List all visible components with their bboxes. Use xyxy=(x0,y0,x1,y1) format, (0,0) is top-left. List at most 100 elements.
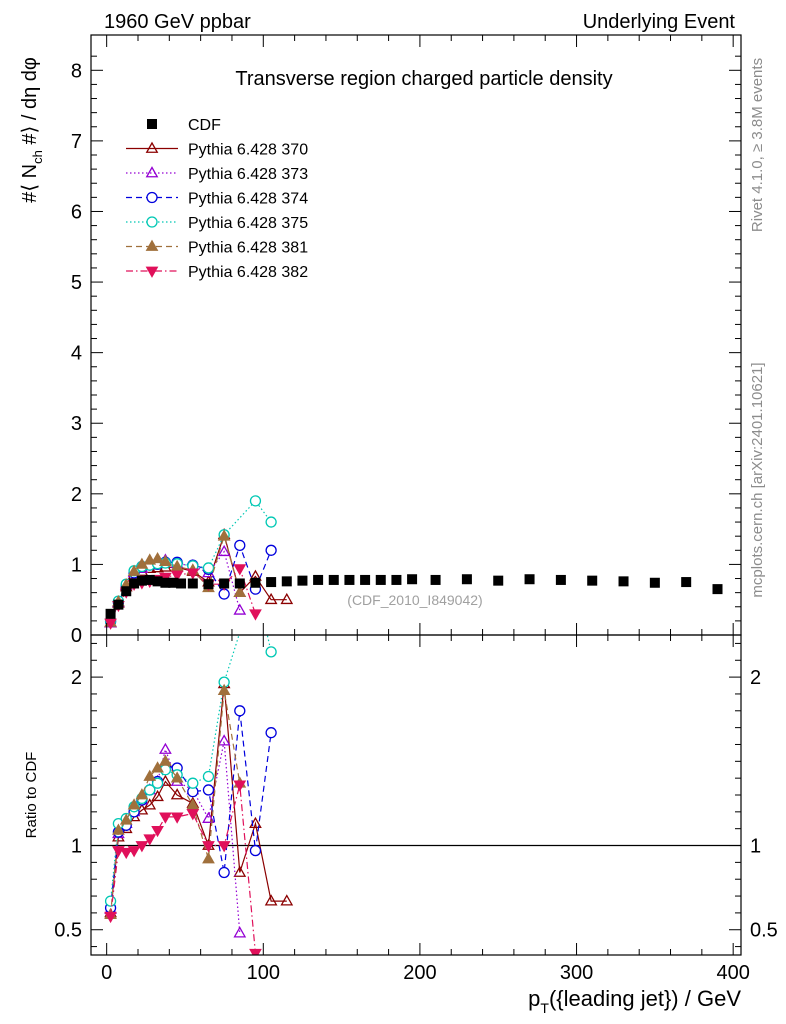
ratio-point-4 xyxy=(135,788,149,800)
cdf-point xyxy=(136,575,147,586)
cdf-point xyxy=(391,574,402,585)
series-point-4 xyxy=(217,529,231,541)
x-tick-label: 0 xyxy=(101,962,112,984)
cdf-point xyxy=(160,577,171,588)
mcplots-label: mcplots.cern.ch [arXiv:2401.10621] xyxy=(749,362,766,597)
ratio-panel-data xyxy=(104,635,294,955)
legend-marker xyxy=(146,191,158,204)
legend-label: Pythia 6.428 370 xyxy=(188,142,308,159)
ratio-point-2 xyxy=(218,866,230,879)
x-label-sub: T xyxy=(540,1000,549,1016)
ratio-point-3 xyxy=(144,784,156,796)
ratio-tick-label-left: 0.5 xyxy=(54,920,82,942)
y-tick-label: 3 xyxy=(71,413,82,435)
cdf-point xyxy=(407,574,418,585)
y-tick-label: 4 xyxy=(71,343,82,365)
x-tick-label: 400 xyxy=(716,962,749,984)
y-tick-label: 7 xyxy=(71,131,82,153)
cdf-point xyxy=(187,578,198,589)
series-point-5 xyxy=(186,568,200,580)
x-tick-label: 100 xyxy=(247,962,280,984)
ratio-tick-label-right: 1 xyxy=(750,836,761,858)
ratio-point-1 xyxy=(202,811,215,823)
series-point-3 xyxy=(202,562,215,574)
ratio-point-4 xyxy=(112,823,125,835)
cdf-point xyxy=(587,575,598,586)
legend-label: Pythia 6.428 381 xyxy=(188,240,308,257)
series-point-4 xyxy=(233,585,247,598)
cdf-point xyxy=(328,574,339,585)
legend-marker xyxy=(145,239,159,251)
analysis-label: (CDF_2010_I849042) xyxy=(347,592,482,608)
ratio-point-4 xyxy=(217,683,231,695)
legend-label: Pythia 6.428 373 xyxy=(188,166,308,183)
cdf-point xyxy=(113,599,124,610)
cdf-point xyxy=(297,575,308,586)
series-point-5 xyxy=(104,618,117,630)
x-label-rest: ({leading jet}) / GeV xyxy=(549,986,741,1011)
x-axis-label: pT({leading jet}) / GeV xyxy=(528,986,741,1016)
ratio-point-4 xyxy=(127,798,141,810)
y-tick-label: 1 xyxy=(71,554,82,576)
y-tick-label: 5 xyxy=(71,272,82,294)
y-axis-label: #⟨ Nch #⟩ / dη dφ xyxy=(19,57,45,203)
ratio-point-4 xyxy=(119,813,133,825)
ratio-point-4 xyxy=(170,771,184,783)
ratio-point-0 xyxy=(233,865,247,877)
y-label-prefix: #⟨ N xyxy=(19,164,41,203)
series-point-1 xyxy=(233,603,247,615)
cdf-point xyxy=(681,577,692,588)
ratio-point-5 xyxy=(233,780,247,792)
ratio-point-2 xyxy=(249,844,262,857)
ratio-point-3 xyxy=(265,646,277,658)
legend-label: CDF xyxy=(188,117,221,134)
cdf-point xyxy=(121,586,132,597)
header-right: Underlying Event xyxy=(583,11,736,33)
cdf-point xyxy=(144,574,155,585)
cdf-point xyxy=(152,576,163,587)
cdf-point xyxy=(649,577,660,588)
ratio-point-5 xyxy=(104,911,117,924)
cdf-point xyxy=(712,584,723,595)
cdf-point xyxy=(375,574,386,585)
y-tick-label: 8 xyxy=(71,60,82,82)
ratio-point-5 xyxy=(186,809,200,821)
header-left: 1960 GeV ppbar xyxy=(104,11,251,33)
y-tick-label: 0 xyxy=(71,625,82,647)
ratio-point-1 xyxy=(217,734,231,746)
series-point-5 xyxy=(249,609,262,621)
main-panel-data xyxy=(104,495,723,630)
legend-marker xyxy=(145,166,159,178)
series-point-5 xyxy=(170,570,184,582)
chart-title: Transverse region charged particle densi… xyxy=(235,68,612,90)
axis-ticks: 0 100 200 300 400 0 1 2 3 4 5 6 7 8 0.5 0.5 1 1 2 2 xyxy=(54,35,778,984)
ratio-point-5 xyxy=(151,825,164,838)
ratio-point-5 xyxy=(202,841,215,853)
series-point-4 xyxy=(127,564,141,576)
cdf-point xyxy=(430,574,441,585)
ratio-tick-label-right: 0.5 xyxy=(750,920,778,942)
ratio-point-5 xyxy=(143,834,157,846)
x-tick-label: 200 xyxy=(403,962,436,984)
ratio-point-5 xyxy=(249,948,262,955)
series-point-3 xyxy=(265,516,277,528)
cdf-point xyxy=(493,575,504,586)
series-point-3 xyxy=(249,495,262,507)
series-point-4 xyxy=(159,554,172,566)
cdf-point xyxy=(281,576,292,587)
ratio-point-0 xyxy=(170,788,184,800)
ratio-y-axis-label: Ratio to CDF xyxy=(23,752,40,839)
ratio-point-4 xyxy=(186,798,200,810)
y-label-suffix: #⟩ / dη dφ xyxy=(19,57,41,150)
legend-label: Pythia 6.428 382 xyxy=(188,264,308,281)
legend-marker xyxy=(145,141,159,153)
cdf-point xyxy=(618,576,629,587)
cdf-point xyxy=(203,579,214,590)
ratio-point-4 xyxy=(202,852,215,864)
rivet-version-label: Rivet 4.1.0, ≥ 3.8M events xyxy=(749,58,766,232)
cdf-point xyxy=(360,574,371,585)
cdf-point xyxy=(555,574,566,585)
cdf-point xyxy=(524,574,535,585)
ratio-point-5 xyxy=(159,812,172,824)
legend-marker xyxy=(145,266,159,278)
